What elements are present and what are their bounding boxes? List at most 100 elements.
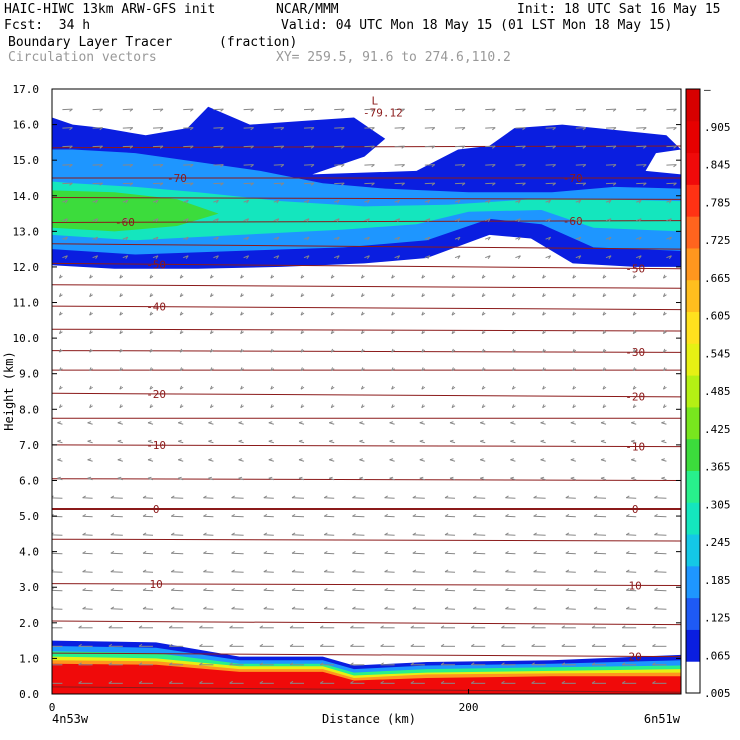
vector-head [632, 293, 636, 297]
circulation-vector [122, 182, 133, 185]
vector-head [542, 385, 545, 390]
vector-head [638, 199, 642, 204]
vector-head [185, 199, 189, 204]
vector-head [291, 532, 296, 536]
circulation-vector [203, 534, 214, 536]
vector-head [330, 293, 334, 297]
vector-head [602, 330, 605, 334]
vector-head [632, 311, 636, 316]
vector-head [472, 532, 477, 536]
vector-head [570, 476, 575, 479]
vector-head [89, 274, 92, 279]
circulation-vector [515, 145, 526, 148]
vector-head [199, 680, 203, 684]
vector-head [505, 495, 509, 499]
vector-head [82, 513, 86, 517]
vector-head [300, 311, 303, 316]
vector-head [570, 421, 575, 424]
vector-head [602, 385, 605, 390]
vector-head [511, 385, 515, 390]
surface-band-5 [52, 663, 681, 694]
circulation-vector [505, 589, 516, 592]
vector-head [631, 458, 635, 461]
vector-head [190, 182, 194, 186]
vector-head [397, 218, 401, 222]
vector-head [240, 404, 243, 408]
vector-head [380, 662, 384, 666]
vector-head [310, 145, 315, 149]
circulation-vector [505, 534, 516, 536]
vector-head [300, 330, 303, 334]
vector-head [643, 145, 647, 149]
vector-head [602, 293, 605, 297]
vector-head [323, 551, 328, 554]
vector-head [360, 385, 364, 390]
vector-head [457, 255, 461, 259]
vector-head [632, 367, 636, 371]
circulation-vector [364, 145, 375, 148]
vector-head [366, 218, 370, 222]
circulation-vector [203, 608, 214, 610]
vector-head [159, 164, 164, 168]
circulation-vector [412, 552, 425, 555]
circulation-vector [110, 515, 123, 518]
circulation-vector [122, 127, 133, 129]
colorbar-label: .245 [704, 536, 731, 549]
circulation-vector [273, 164, 284, 166]
vector-head [341, 127, 345, 131]
vector-head [142, 569, 147, 573]
circulation-vector [473, 589, 486, 592]
circulation-vector [352, 552, 365, 555]
y-tick-label: 8.0 [19, 403, 39, 416]
contour-line [52, 350, 681, 353]
vector-head [612, 108, 617, 112]
vector-head [366, 199, 370, 204]
vector-head [470, 643, 475, 647]
vector-head [82, 588, 86, 591]
vector-head [542, 293, 545, 297]
vector-head [427, 236, 431, 241]
colorbar-label: .485 [704, 385, 731, 398]
vector-head [149, 293, 152, 297]
vector-head [199, 643, 203, 647]
circulation-vector [626, 515, 637, 518]
vector-head [360, 274, 364, 279]
circulation-vector [412, 608, 425, 610]
circulation-vector [352, 571, 365, 573]
vector-head [444, 606, 449, 610]
circulation-vector [654, 608, 667, 610]
vector-head [142, 532, 147, 536]
vector-head [291, 587, 296, 591]
vector-head [621, 625, 626, 629]
vector-head [170, 513, 175, 517]
vector-head [179, 367, 183, 371]
vector-head [522, 127, 526, 131]
colorbar-label: .125 [704, 612, 731, 625]
vector-head [517, 218, 521, 222]
vector-head [268, 476, 273, 479]
vector-head [64, 199, 68, 204]
vector-head [457, 218, 461, 222]
circulation-vector [171, 589, 184, 592]
contour-label: -60 [115, 216, 135, 229]
vector-head [542, 367, 545, 371]
circulation-vector [122, 108, 133, 111]
vector-head [384, 606, 388, 610]
circulation-vector [505, 497, 516, 499]
vector-head [625, 551, 630, 554]
vector-head [511, 330, 515, 334]
vector-head [108, 625, 113, 629]
vector-head [608, 255, 612, 259]
vector-head [179, 385, 183, 390]
vector-head [229, 662, 233, 666]
vector-head [268, 421, 273, 424]
vector-head [289, 680, 294, 684]
circulation-vector [444, 552, 456, 555]
vector-head [552, 164, 556, 168]
vector-head [457, 199, 461, 204]
vector-head [199, 625, 203, 629]
circulation-vector [291, 552, 305, 555]
circulation-vector [575, 127, 586, 129]
vector-head [323, 513, 328, 517]
vector-head [625, 569, 630, 573]
